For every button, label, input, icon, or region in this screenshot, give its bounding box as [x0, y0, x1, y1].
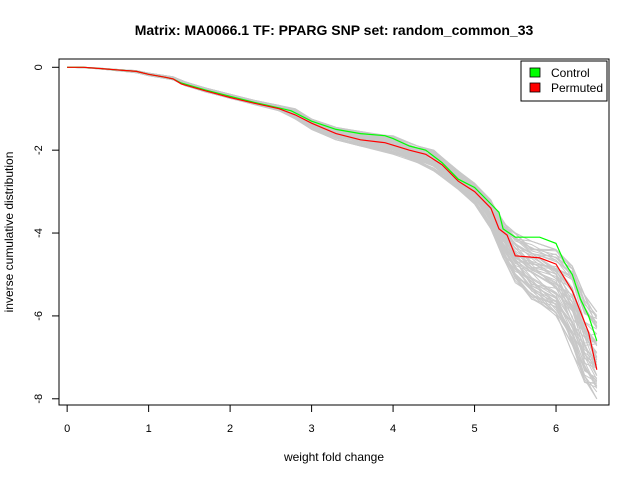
y-axis: 0 -2 -4 -6 -8 — [33, 64, 60, 404]
plot-area — [67, 66, 598, 400]
series-line-permuted — [67, 66, 598, 370]
x-axis: 0 1 2 3 4 5 6 — [64, 404, 559, 435]
replicate-line — [67, 66, 598, 400]
x-tick-label: 3 — [309, 423, 315, 435]
legend-label-control: Control — [551, 66, 590, 80]
y-axis-label: inverse cumulative distribution — [2, 152, 16, 313]
legend: Control Permuted — [520, 60, 608, 102]
x-axis-label: weight fold change — [283, 450, 384, 464]
y-tick-label: -2 — [33, 145, 45, 155]
x-tick-label: 5 — [471, 423, 477, 435]
chart-title: Matrix: MA0066.1 TF: PPARG SNP set: rand… — [135, 22, 534, 38]
y-tick-label: 0 — [33, 64, 45, 70]
legend-swatch-control — [529, 67, 541, 78]
legend-label-permuted: Permuted — [551, 81, 603, 95]
x-tick-label: 0 — [64, 423, 70, 435]
x-tick-label: 4 — [390, 423, 396, 435]
series-lines — [67, 66, 598, 370]
legend-swatch-permuted — [529, 82, 541, 93]
y-tick-label: -4 — [33, 228, 45, 238]
x-tick-label: 6 — [553, 423, 559, 435]
y-tick-label: -6 — [33, 311, 45, 321]
y-tick-label: -8 — [33, 394, 45, 404]
x-tick-label: 1 — [146, 423, 152, 435]
x-tick-label: 2 — [227, 423, 233, 435]
